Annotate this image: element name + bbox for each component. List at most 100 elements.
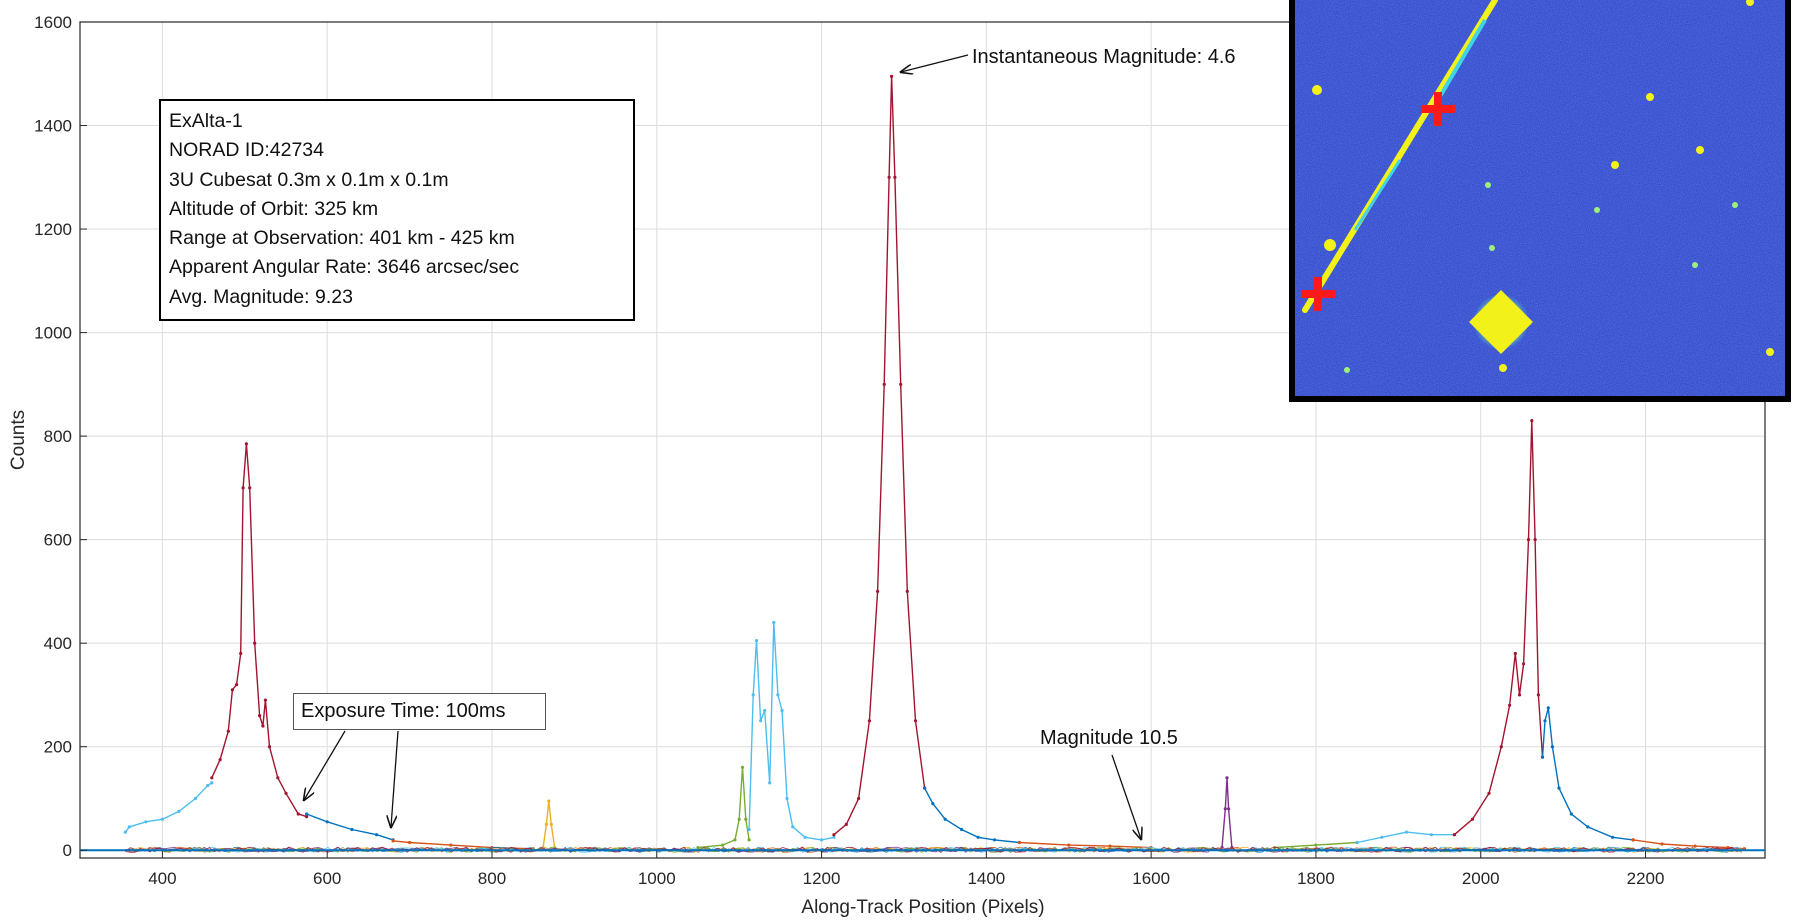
data-point <box>210 776 214 780</box>
info-line: Altitude of Orbit: 325 km <box>169 197 379 220</box>
annotation-arrows <box>304 54 1141 839</box>
series-line <box>306 813 394 841</box>
data-point <box>721 843 725 847</box>
data-point <box>261 724 265 728</box>
tick-layer: 400 600 800 1000 1200 1400 1600 1800 2000 2200 0 20… <box>34 13 1664 888</box>
data-point <box>276 776 280 780</box>
data-point <box>241 486 245 490</box>
satellite-info-box: ExAlta-1 NORAD ID:42734 3U Cubesat 0.3m … <box>159 99 635 321</box>
plot-border <box>79 21 1766 859</box>
series-line <box>211 443 307 818</box>
data-point <box>210 781 214 785</box>
noise-series <box>125 846 1743 853</box>
data-point <box>768 781 772 785</box>
y-tick-label: 800 <box>44 427 72 446</box>
y-axis-label: Counts <box>8 410 29 470</box>
data-point <box>1540 755 1545 759</box>
data-point <box>248 486 252 490</box>
data-point <box>1223 807 1227 811</box>
series-line <box>1541 707 1634 841</box>
data-point <box>759 719 763 723</box>
x-tick-label: 600 <box>313 869 341 888</box>
plot-frame <box>79 21 1766 859</box>
data-point <box>857 796 861 801</box>
data-point <box>882 382 886 386</box>
data-point <box>1526 538 1531 542</box>
data-point <box>1631 838 1635 842</box>
data-point <box>193 796 197 801</box>
data-point <box>876 589 880 594</box>
info-line: NORAD ID:42734 <box>169 139 324 162</box>
data-point <box>931 802 935 806</box>
data-point <box>696 846 700 850</box>
satellite-streak <box>1302 0 1498 313</box>
data-point <box>1225 776 1229 780</box>
x-tick-label: 1000 <box>638 869 676 888</box>
data-point <box>747 838 751 842</box>
data-point <box>791 825 795 829</box>
x-tick-label: 2000 <box>1462 869 1500 888</box>
y-tick-label: 600 <box>44 531 72 550</box>
data-point <box>740 765 745 770</box>
data-point <box>177 809 181 814</box>
data-point <box>751 693 755 697</box>
data-point <box>449 843 453 847</box>
data-point <box>544 822 549 827</box>
data-point <box>785 796 789 801</box>
magnitude-10-5-annotation: Magnitude 10.5 <box>1040 727 1178 749</box>
info-line: Range at Observation: 401 km - 425 km <box>169 227 515 250</box>
data-point <box>253 641 257 645</box>
y-tick-label: 1400 <box>34 117 72 136</box>
exposure-time-annotation: Exposure Time: 100ms <box>293 693 546 730</box>
data-point <box>832 833 836 837</box>
x-tick-label: 800 <box>478 869 506 888</box>
series-line <box>833 76 926 836</box>
data-point <box>747 827 751 832</box>
series-layer <box>123 74 1746 851</box>
satellite-image-inset <box>1289 0 1791 402</box>
data-point <box>737 817 741 821</box>
data-point <box>905 589 909 594</box>
x-tick-label: 1800 <box>1297 869 1335 888</box>
data-point <box>296 812 300 816</box>
inset-stars <box>1312 0 1774 373</box>
data-point <box>549 822 553 827</box>
data-point <box>1550 745 1554 749</box>
data-point <box>820 838 824 842</box>
data-point <box>1543 719 1547 723</box>
data-point <box>239 651 243 656</box>
x-tick-label: 1400 <box>967 869 1005 888</box>
series-line <box>923 787 1020 844</box>
data-point <box>284 791 288 795</box>
data-point <box>350 827 354 832</box>
data-point <box>1499 745 1503 749</box>
peak-annotation: Instantaneous Magnitude: 4.6 <box>972 46 1236 68</box>
data-point <box>913 719 918 723</box>
data-point <box>144 820 148 824</box>
data-point <box>887 175 891 179</box>
exposure-arrow-left <box>304 730 346 800</box>
data-point <box>1487 791 1491 795</box>
data-point <box>832 835 836 839</box>
data-point <box>244 442 248 446</box>
data-point <box>1533 538 1537 542</box>
data-point <box>772 620 776 625</box>
data-point <box>1314 843 1318 847</box>
data-point <box>226 729 230 733</box>
data-point <box>890 74 894 78</box>
data-point <box>976 835 980 839</box>
data-point <box>1067 843 1071 847</box>
info-line: 3U Cubesat 0.3m x 0.1m x 0.1m <box>169 168 449 191</box>
data-point <box>258 714 262 718</box>
data-point <box>1380 835 1384 839</box>
data-point <box>1017 840 1021 845</box>
data-point <box>1405 830 1409 834</box>
data-point <box>1660 842 1664 846</box>
data-point <box>1536 693 1540 697</box>
series-line <box>1221 777 1233 848</box>
data-point <box>754 639 759 643</box>
series-line <box>748 622 835 841</box>
data-point <box>1429 833 1433 837</box>
data-point <box>893 175 897 179</box>
